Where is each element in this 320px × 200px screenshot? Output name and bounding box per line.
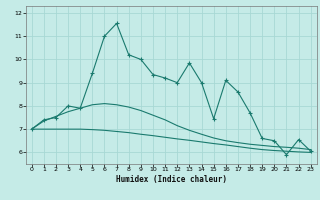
X-axis label: Humidex (Indice chaleur): Humidex (Indice chaleur) (116, 175, 227, 184)
